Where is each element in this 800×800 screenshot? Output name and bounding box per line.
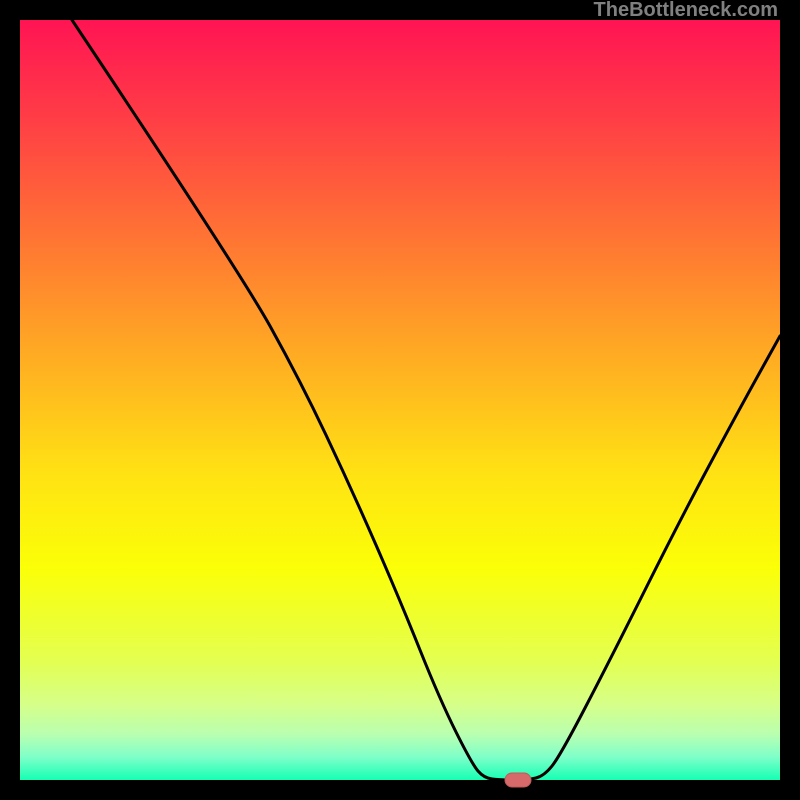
watermark-text: TheBottleneck.com	[594, 0, 778, 22]
bottleneck-chart: TheBottleneck.com	[0, 0, 800, 800]
border-bottom	[0, 780, 800, 800]
border-left	[0, 0, 20, 800]
border-right	[780, 0, 800, 800]
plot-gradient-area	[20, 20, 780, 780]
